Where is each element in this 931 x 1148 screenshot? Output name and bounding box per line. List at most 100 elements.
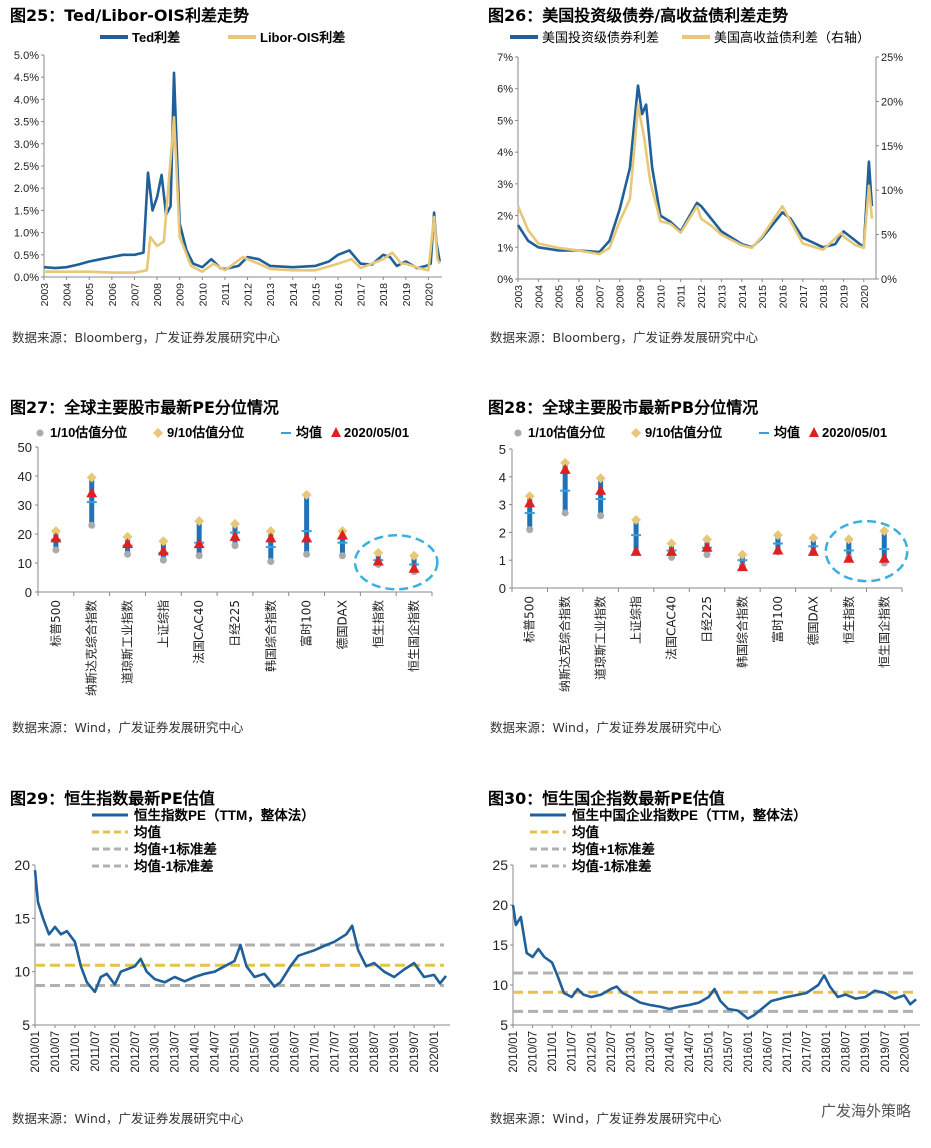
latest-point	[50, 532, 62, 543]
x-tick-label: 2014/07	[210, 1031, 222, 1073]
y-tick-label: 0	[25, 585, 32, 600]
x-tick-label: 2012/01	[110, 1031, 122, 1073]
x-tick-label: 2016	[777, 285, 789, 309]
x-tick-label: 2014/01	[190, 1031, 202, 1073]
highlight-ellipse	[353, 534, 439, 591]
x-tick-label: 道琼斯工业指数	[593, 596, 608, 680]
p10-point	[195, 552, 203, 560]
y-tick-label: 15	[492, 937, 508, 953]
latest-point	[86, 487, 98, 498]
latest-point	[772, 544, 784, 555]
x-tick-label: 2011	[220, 283, 232, 306]
x-tick-label: 2004	[62, 283, 74, 307]
x-tick-label: 2004	[533, 285, 545, 309]
y-tick-label: 30	[18, 498, 32, 513]
y-tick-label: 10	[18, 556, 32, 571]
x-tick-label: 恒生国企指数	[406, 600, 421, 672]
latest-point	[336, 529, 348, 540]
panel-ted-libor: 图25：Ted/Libor-OIS利差走势 0.0% 0.5% 1.0% 1.5% 2.…	[0, 0, 450, 365]
y-tick-label: 0.5%	[14, 250, 39, 262]
x-tick-label: 德国DAX	[334, 600, 349, 649]
y-tick-label: 40	[18, 469, 32, 484]
x-tick-label: 2011/07	[90, 1031, 102, 1072]
p90-point	[301, 489, 312, 500]
y-tick-label: 20	[492, 897, 508, 913]
x-tick-label: 2014/07	[684, 1031, 696, 1073]
x-tick-label: 法国CAC40	[192, 600, 206, 664]
p90-point	[409, 550, 420, 561]
p10-point	[561, 509, 569, 517]
legend-marker-latest	[331, 427, 341, 437]
p90-point	[194, 515, 205, 526]
p10-point	[703, 551, 711, 559]
legend-label: 1/10估值分位	[50, 425, 127, 440]
y-tick-label: 6%	[497, 84, 513, 96]
x-tick-label: 2016/01	[269, 1031, 281, 1073]
watermark: 广发海外策略	[820, 1102, 911, 1120]
source-note: 数据来源：Wind，广发证券发展研究中心	[12, 1111, 244, 1126]
y-tick-label: 4	[499, 470, 506, 485]
y-tick-label: 5%	[497, 115, 513, 127]
chart-global-pb: 0 1 2 3 4 5 1/10估值分位 9/10估值分位 均值 2020/05/01 标普500 纳…	[499, 425, 909, 692]
x-tick-label: 2017/07	[329, 1031, 341, 1073]
x-tick-label: 2009	[635, 285, 647, 309]
x-tick-label: 日经225	[700, 596, 714, 643]
x-tick-label: 2012	[696, 285, 708, 309]
y-tick-label: 1%	[497, 242, 513, 254]
x-tick-label: 2015/07	[249, 1031, 261, 1073]
panel-hscei-pe: 图30：恒生国企指数最新PE估值 5 10 15 20 25 2010/01 2010/07…	[478, 783, 928, 1148]
x-tick-label: 2015	[310, 283, 322, 307]
series-line	[44, 115, 441, 274]
x-tick-label: 2011/01	[70, 1031, 82, 1072]
p10-point	[338, 552, 346, 560]
chart-ted-libor: 0.0% 0.5% 1.0% 1.5% 2.0% 2.5% 3.0% 3.5% 4.0% 4.5%…	[14, 30, 442, 307]
highlight-ellipse	[824, 519, 909, 583]
legend-label: 1/10估值分位	[528, 425, 605, 440]
series-line	[516, 104, 874, 256]
x-tick-label: 2014	[288, 283, 300, 307]
y-tick-label: 20	[18, 527, 32, 542]
x-tick-label: 2013	[716, 285, 728, 309]
y-tick-label: 5.0%	[14, 50, 39, 62]
source-note: 数据来源：Bloomberg，广发证券发展研究中心	[490, 330, 758, 345]
x-tick-label: 富时100	[299, 600, 314, 647]
y-tick-label: 3.5%	[14, 117, 39, 129]
x-tick-label: 2017/01	[309, 1031, 321, 1073]
y-tick-label: 3%	[497, 179, 513, 191]
x-tick-label: 2008	[615, 285, 627, 309]
legend-label: 均值-1标准差	[572, 858, 652, 874]
x-tick-label: 2018/01	[821, 1031, 833, 1073]
y-tick-label: 1.0%	[14, 228, 39, 240]
p90-point	[50, 526, 61, 537]
x-tick-label: 2015/01	[230, 1031, 242, 1073]
x-tick-label: 2016/07	[762, 1031, 774, 1073]
x-tick-label: 2017/07	[802, 1031, 814, 1073]
y-tick-label: 10	[14, 964, 30, 980]
latest-point	[807, 545, 819, 556]
latest-point	[559, 463, 571, 474]
x-tick-label: 2005	[554, 285, 566, 309]
y-tick-label-right: 20%	[881, 96, 903, 108]
chart-title: 图28：全球主要股市最新PB分位情况	[488, 398, 759, 417]
p90-point	[666, 538, 677, 549]
x-tick-label: 2013/01	[150, 1031, 162, 1073]
x-tick-label: 2015/01	[704, 1031, 716, 1073]
x-tick-label: 2007	[129, 283, 141, 307]
x-tick-label: 韩国综合指数	[263, 600, 278, 672]
p90-point	[158, 536, 169, 547]
p10-point	[231, 542, 239, 550]
x-tick-label: 2019	[838, 285, 850, 309]
x-tick-label: 2010/01	[30, 1031, 42, 1073]
p90-point	[737, 549, 748, 560]
chart-title: 图27：全球主要股市最新PE分位情况	[10, 398, 279, 417]
latest-point	[157, 545, 169, 556]
legend-label: Ted利差	[132, 30, 180, 45]
pe-series-line	[33, 870, 448, 994]
y-tick-label: 0%	[497, 274, 513, 286]
x-tick-label: 2019/07	[409, 1031, 421, 1073]
p90-point	[631, 514, 642, 525]
x-tick-label: 道琼斯工业指数	[120, 600, 135, 684]
p90-point	[524, 491, 535, 502]
series-line	[43, 71, 441, 271]
x-tick-label: 2013/07	[645, 1031, 657, 1073]
